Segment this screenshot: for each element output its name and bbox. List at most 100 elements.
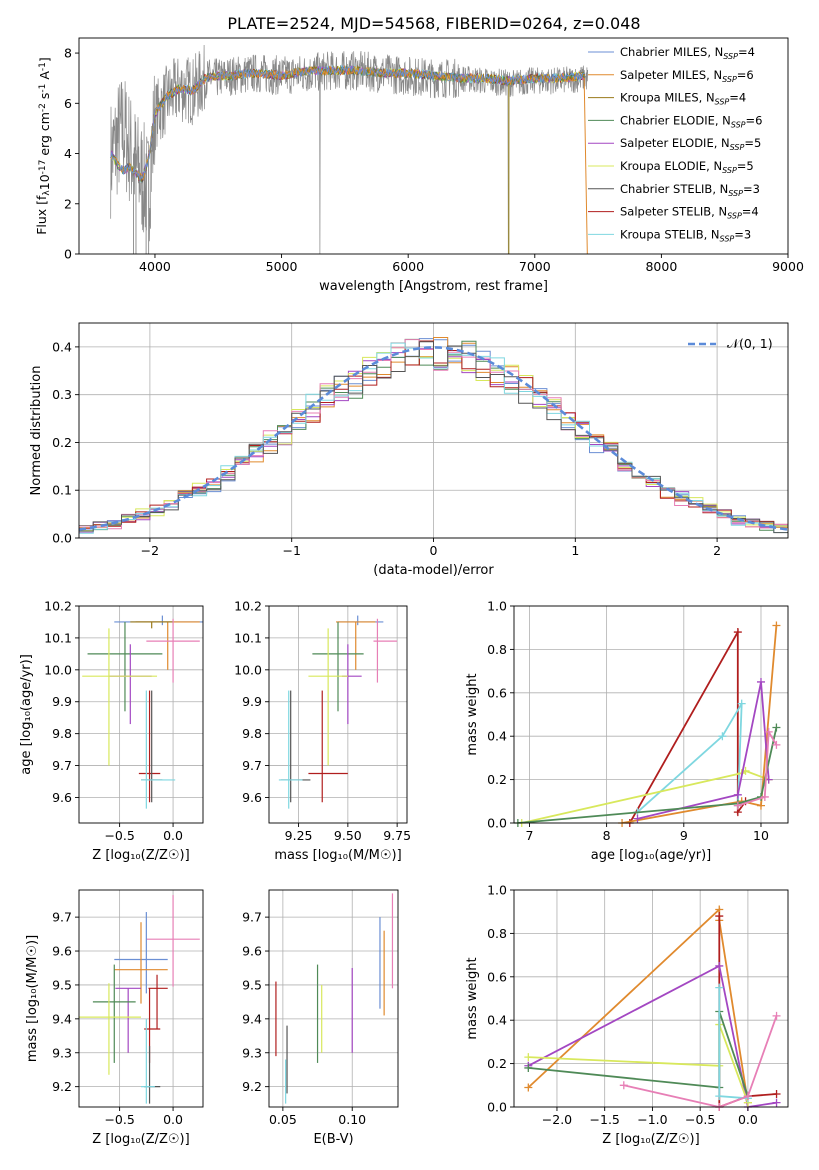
y-tick-label: 0.0 (487, 1100, 507, 1115)
axes-frame (513, 605, 789, 824)
x-axis-label: age [log₁₀(age/yr)] (591, 848, 712, 863)
x-tick-label: −1 (282, 543, 300, 558)
weight-marker-c3 (772, 723, 781, 732)
weight-marker-c8 (715, 1092, 724, 1101)
x-tick-label: 0.0 (738, 1112, 758, 1127)
x-tick-label: 10 (753, 828, 769, 843)
y-tick-label: 9.6 (52, 944, 72, 959)
x-tick-label: 0.10 (338, 1112, 366, 1127)
y-axis-label: mass weight (465, 957, 480, 1039)
legend-tail: =6 (746, 113, 763, 127)
x-tick-label: 6000 (392, 259, 424, 274)
y-tick-label: 9.9 (52, 694, 72, 709)
x-tick-label: −1.0 (637, 1112, 667, 1127)
legend-label: Chabrier ELODIE, NSSP=6 (620, 113, 762, 129)
weight-line-pink (623, 1015, 778, 1107)
x-tick-label: 0 (430, 543, 438, 558)
y-label-part: λ (42, 190, 52, 196)
weight-line-c3 (528, 1011, 749, 1097)
weight-marker-c1 (772, 621, 781, 630)
legend-tail: =4 (738, 45, 755, 59)
axes-frame (513, 889, 789, 1108)
legend-tail: =6 (737, 68, 754, 82)
y-tick-label: 9.8 (242, 726, 262, 741)
y-tick-label: 9.7 (242, 910, 262, 925)
figure-title: PLATE=2524, MJD=54568, FIBERID=0264, z=0… (227, 14, 640, 33)
y-tick-label: 9.7 (52, 910, 72, 925)
weight-marker-c1 (524, 1083, 533, 1092)
y-tick-label: 0.0 (52, 531, 72, 546)
y-tick-label: 1.0 (487, 599, 507, 614)
y-label-part: -2 (38, 103, 48, 112)
x-tick-label: 5000 (266, 259, 298, 274)
x-tick-label: 0.0 (163, 828, 183, 843)
observed-spectrum (110, 44, 589, 254)
weight-marker-pink (733, 801, 742, 810)
axes-frame (78, 37, 789, 255)
legend-tail: =4 (729, 91, 746, 105)
y-tick-label: 9.4 (52, 1011, 72, 1026)
y-tick-label: 9.3 (52, 1045, 72, 1060)
y-tick-label: 0.4 (487, 1013, 507, 1028)
y-tick-label: 9.8 (52, 726, 72, 741)
legend-label: Salpeter ELODIE, NSSP=5 (620, 136, 761, 152)
legend-sub: SSP (722, 166, 737, 175)
x-axis-label: Z [log₁₀(Z/Z☉)] (602, 1132, 699, 1147)
legend-label: 𝒩(0, 1) (727, 336, 773, 351)
weight-marker-c5 (524, 1053, 533, 1062)
weight-marker-pink (764, 727, 773, 736)
x-axis-label: (data-model)/error (373, 563, 494, 578)
y-tick-label: 10.1 (234, 630, 262, 645)
model-cutoff (583, 78, 588, 254)
y-tick-label: 9.7 (242, 758, 262, 773)
weight-marker-c1 (756, 801, 765, 810)
y-tick-label: 9.9 (242, 694, 262, 709)
y-label-part: erg cm (37, 112, 52, 160)
x-tick-label: 9.50 (334, 828, 362, 843)
y-tick-label: 0.2 (487, 1056, 507, 1071)
y-label-part: 10 (37, 174, 52, 190)
model-spectrum-c0 (110, 65, 585, 181)
y-label-part: ] (37, 57, 52, 62)
y-tick-label: 0.3 (52, 387, 72, 402)
y-tick-label: 0.4 (52, 339, 72, 354)
y-tick-label: 0.6 (487, 685, 507, 700)
legend-tail: =5 (744, 136, 761, 150)
legend-sub: SSP (720, 234, 735, 243)
y-label-part: s (37, 93, 52, 104)
x-tick-label: −0.5 (104, 1112, 134, 1127)
y-tick-label: 10.2 (44, 599, 72, 614)
legend-label: Salpeter STELIB, NSSP=4 (620, 205, 759, 221)
weight-marker-c4 (772, 1098, 781, 1107)
x-axis-label: Z [log₁₀(Z/Z☉)] (92, 1132, 189, 1147)
y-label-part: Flux [f (34, 195, 49, 235)
x-tick-label: 2 (713, 543, 721, 558)
legend-sub: SSP (723, 52, 738, 61)
weight-line-c7 (629, 628, 747, 823)
weight-marker-c8 (718, 732, 727, 741)
y-tick-label: 10.1 (44, 630, 72, 645)
legend-sub: SSP (731, 120, 746, 129)
x-tick-label: 0.0 (163, 1112, 183, 1127)
x-tick-label: −1.5 (590, 1112, 620, 1127)
weight-marker-c7 (715, 912, 724, 921)
y-tick-label: 8 (64, 46, 72, 61)
y-tick-label: 0.6 (487, 969, 507, 984)
legend-sub: SSP (722, 75, 737, 84)
x-tick-label: 7 (525, 828, 533, 843)
legend-tail: =3 (734, 227, 751, 241)
y-tick-label: 0.1 (52, 483, 72, 498)
y-axis-label: Flux [fλ10-17 erg cm-2 s-1 A-1] (34, 57, 52, 235)
y-tick-label: 0.4 (487, 729, 507, 744)
weight-line-c4 (637, 681, 770, 820)
weight-marker-pink (619, 1081, 628, 1090)
x-tick-label: 0.05 (269, 1112, 297, 1127)
x-tick-label: 1 (571, 543, 579, 558)
y-tick-label: 9.5 (242, 977, 262, 992)
y-tick-label: 10.0 (44, 662, 72, 677)
x-tick-label: −0.5 (104, 828, 134, 843)
axes-frame (78, 889, 204, 1108)
legend-label: Kroupa MILES, NSSP=4 (620, 91, 746, 107)
y-tick-label: 9.7 (52, 758, 72, 773)
